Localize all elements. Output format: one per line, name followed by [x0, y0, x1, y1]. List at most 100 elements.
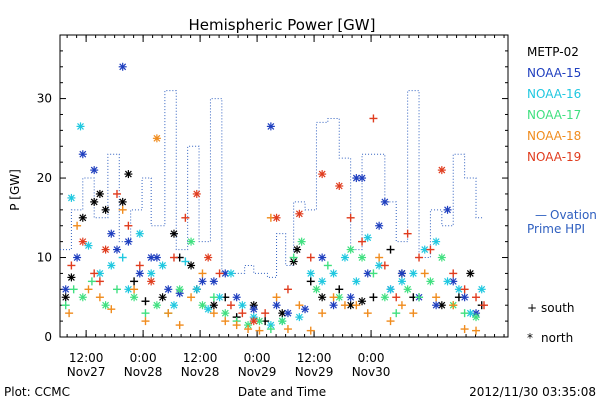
point-north — [472, 313, 481, 322]
legend-entry: NOAA-17 — [527, 108, 581, 122]
series-noaa-18 — [65, 134, 481, 335]
point-north — [346, 301, 355, 310]
point-south — [261, 309, 270, 318]
point-south — [118, 205, 127, 214]
point-south — [358, 237, 367, 246]
point-north — [432, 237, 441, 246]
point-north — [198, 277, 207, 286]
ovation-step-line — [60, 90, 485, 278]
point-north — [306, 269, 315, 278]
legend-entry: NOAA-19 — [527, 150, 581, 164]
point-north — [135, 269, 144, 278]
x-tick-label-time: 12:00 — [69, 351, 104, 365]
point-north — [363, 233, 372, 242]
point-north — [278, 317, 287, 326]
point-south — [346, 213, 355, 222]
point-north — [221, 309, 230, 318]
point-north — [118, 62, 127, 71]
point-south — [403, 229, 412, 238]
point-north — [249, 317, 258, 326]
point-north — [61, 293, 70, 302]
legend-entry: NOAA-15 — [527, 66, 581, 80]
x-tick-label-time: 12:00 — [297, 351, 332, 365]
ovation-legend-line1: Ovation — [550, 208, 597, 222]
point-north — [397, 269, 406, 278]
ovation-legend-dash: — — [535, 208, 547, 222]
point-south — [65, 309, 74, 318]
series-noaa-15 — [61, 62, 481, 318]
point-north — [318, 170, 327, 179]
y-tick-label: 0 — [44, 330, 52, 344]
point-south — [306, 277, 315, 286]
point-north — [204, 253, 213, 262]
point-north — [152, 301, 161, 310]
point-south — [392, 293, 401, 302]
point-south — [107, 305, 116, 314]
north-symbol: * — [527, 331, 533, 345]
x-tick-label-date: Nov30 — [352, 365, 391, 379]
point-south — [73, 221, 82, 230]
south-symbol: + — [527, 301, 537, 315]
point-south — [90, 269, 99, 278]
point-north — [175, 285, 184, 294]
point-south — [112, 285, 121, 294]
point-north — [78, 150, 87, 159]
point-north — [61, 285, 70, 294]
point-north — [272, 301, 281, 310]
point-north — [420, 245, 429, 254]
series-noaa-17 — [61, 237, 481, 334]
point-south — [340, 301, 349, 310]
point-south — [449, 301, 458, 310]
point-north — [76, 122, 85, 131]
y-tick-label: 20 — [37, 171, 52, 185]
point-north — [363, 269, 372, 278]
point-north — [226, 269, 235, 278]
point-north — [432, 301, 441, 310]
x-tick-label-date: Nov27 — [67, 365, 106, 379]
point-south — [397, 301, 406, 310]
point-south — [460, 285, 469, 294]
point-north — [358, 297, 367, 306]
point-south — [369, 293, 378, 302]
x-tick-label-time: 0:00 — [244, 351, 271, 365]
point-south — [238, 309, 247, 318]
point-south — [369, 114, 378, 123]
point-north — [329, 301, 338, 310]
point-north — [67, 273, 76, 282]
point-north — [249, 305, 258, 314]
point-north — [152, 253, 161, 262]
point-north — [283, 309, 292, 318]
point-north — [312, 285, 321, 294]
point-south — [141, 317, 150, 326]
point-north — [346, 245, 355, 254]
point-south — [209, 309, 218, 318]
point-north — [78, 213, 87, 222]
point-north — [318, 253, 327, 262]
point-north — [409, 269, 418, 278]
point-north — [101, 301, 110, 310]
point-south — [306, 326, 315, 335]
point-south — [420, 269, 429, 278]
point-north — [454, 285, 463, 294]
point-north — [297, 237, 306, 246]
point-north — [293, 245, 302, 254]
point-south — [306, 253, 315, 262]
point-south — [386, 245, 395, 254]
chart-title: Hemispheric Power [GW] — [189, 16, 376, 34]
point-south — [118, 253, 127, 262]
point-north — [73, 253, 82, 262]
x-axis-label: Date and Time — [238, 385, 326, 399]
point-north — [346, 293, 355, 302]
point-south — [232, 321, 241, 330]
ovation-legend-line2: Prime HPI — [527, 222, 585, 236]
point-north — [67, 193, 76, 202]
point-north — [124, 170, 133, 179]
point-south — [449, 269, 458, 278]
point-south — [87, 277, 96, 286]
point-north — [101, 245, 110, 254]
data-points — [61, 62, 489, 335]
point-north — [352, 174, 361, 183]
point-south — [221, 317, 230, 326]
point-north — [147, 269, 156, 278]
legend-entry: NOAA-18 — [527, 129, 581, 143]
